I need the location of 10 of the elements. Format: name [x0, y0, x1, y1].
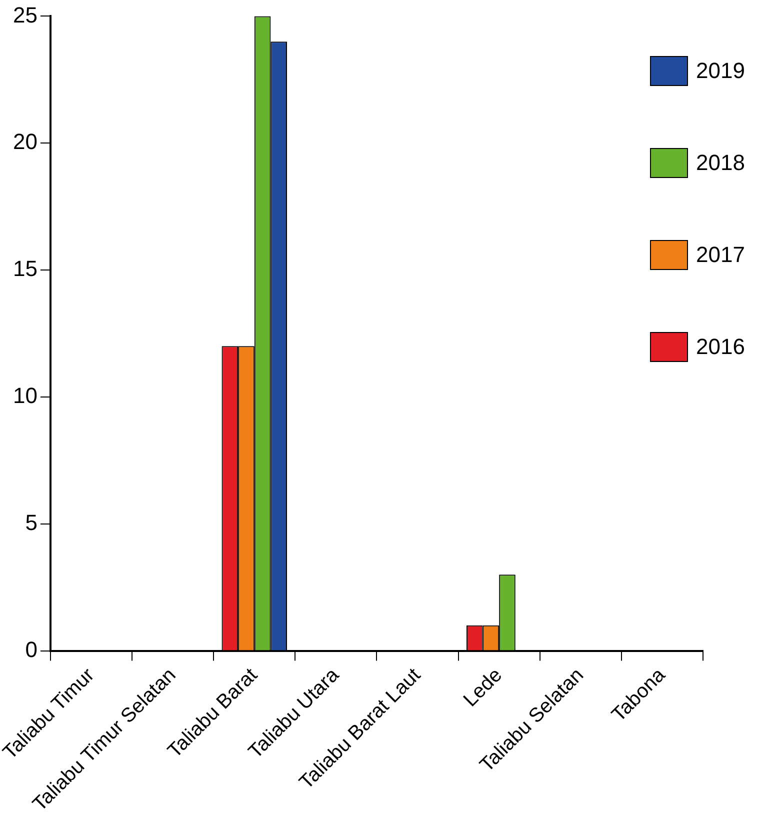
- legend-label: 2018: [696, 150, 745, 176]
- y-tick-label: 5: [25, 510, 38, 535]
- y-tick-label: 20: [12, 129, 38, 154]
- y-tick-label: 25: [12, 2, 38, 28]
- y-tick-label: 0: [25, 636, 38, 662]
- legend-label: 2019: [696, 58, 745, 84]
- y-tick-label: 10: [12, 383, 38, 408]
- legend-label: 2017: [696, 242, 745, 268]
- y-tick-label: 15: [12, 256, 38, 282]
- legend-label: 2016: [696, 334, 745, 360]
